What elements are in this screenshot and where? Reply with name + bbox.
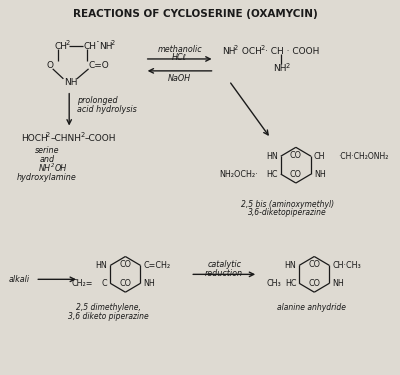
Text: CH·CH₃: CH·CH₃ — [332, 261, 361, 270]
Text: CO: CO — [308, 279, 320, 288]
Text: CO: CO — [119, 279, 131, 288]
Text: CH: CH — [84, 42, 97, 51]
Text: CH₃: CH₃ — [267, 279, 282, 288]
Text: hydroxylamine: hydroxylamine — [17, 172, 77, 182]
Text: NH: NH — [39, 164, 51, 172]
Text: C: C — [102, 279, 107, 288]
Text: alkali: alkali — [9, 275, 30, 284]
Text: –COOH: –COOH — [85, 134, 116, 143]
Text: CO: CO — [290, 170, 302, 179]
Text: NH: NH — [222, 46, 236, 56]
Text: NH: NH — [99, 42, 113, 51]
Text: CO: CO — [290, 151, 302, 160]
Text: 2: 2 — [46, 132, 50, 138]
Text: and: and — [39, 155, 54, 164]
Text: acid hydrolysis: acid hydrolysis — [77, 105, 137, 114]
Text: NH: NH — [64, 78, 78, 87]
Text: –CHNH: –CHNH — [51, 134, 82, 143]
Text: 2: 2 — [65, 40, 70, 46]
Text: CH: CH — [55, 42, 68, 51]
Text: 3,6 diketo piperazine: 3,6 diketo piperazine — [68, 312, 148, 321]
Text: NH: NH — [274, 64, 287, 74]
Text: NH₂OCH₂·: NH₂OCH₂· — [219, 170, 258, 178]
Text: NH: NH — [332, 279, 344, 288]
Text: OH: OH — [55, 164, 67, 172]
Text: 2: 2 — [261, 45, 265, 51]
Text: · CH · COOH: · CH · COOH — [265, 46, 319, 56]
Text: HN: HN — [96, 261, 107, 270]
Text: C=O: C=O — [88, 62, 109, 70]
Text: 2: 2 — [285, 63, 290, 69]
Text: HN: HN — [284, 261, 296, 270]
Text: 2,5 dimethylene,: 2,5 dimethylene, — [76, 303, 140, 312]
Text: HC: HC — [285, 279, 296, 288]
Text: O: O — [46, 62, 53, 70]
Text: HCℓ: HCℓ — [172, 54, 187, 63]
Text: methanolic: methanolic — [157, 45, 202, 54]
Text: C=CH₂: C=CH₂ — [143, 261, 170, 270]
Text: CH₂=: CH₂= — [71, 279, 93, 288]
Text: ·CH·CH₂ONH₂: ·CH·CH₂ONH₂ — [338, 152, 388, 161]
Text: 3,6-diketopiperazine: 3,6-diketopiperazine — [248, 208, 326, 217]
Text: NH: NH — [143, 279, 155, 288]
Text: 2: 2 — [51, 163, 54, 168]
Text: catalytic: catalytic — [207, 260, 241, 269]
Text: CO: CO — [119, 261, 131, 270]
Text: OCH: OCH — [239, 46, 262, 56]
Text: 2: 2 — [234, 45, 238, 51]
Text: 2: 2 — [81, 132, 85, 138]
Text: NH: NH — [314, 170, 326, 178]
Text: REACTIONS OF CYCLOSERINE (OXAMYCIN): REACTIONS OF CYCLOSERINE (OXAMYCIN) — [73, 9, 318, 19]
Text: alanine anhydride: alanine anhydride — [277, 303, 346, 312]
Text: serine: serine — [35, 146, 59, 155]
Text: HC: HC — [266, 170, 278, 178]
Text: CO: CO — [308, 261, 320, 270]
Text: ·: · — [95, 36, 99, 49]
Text: prolonged: prolonged — [77, 96, 118, 105]
Text: HN: HN — [266, 152, 278, 161]
Text: HOCH: HOCH — [21, 134, 48, 143]
Text: 2: 2 — [111, 40, 115, 46]
Text: reduction: reduction — [205, 269, 243, 278]
Text: NaOH: NaOH — [168, 74, 191, 83]
Text: 2,5 bis (aminoxymethyl): 2,5 bis (aminoxymethyl) — [240, 200, 334, 209]
Text: CH: CH — [314, 152, 325, 161]
